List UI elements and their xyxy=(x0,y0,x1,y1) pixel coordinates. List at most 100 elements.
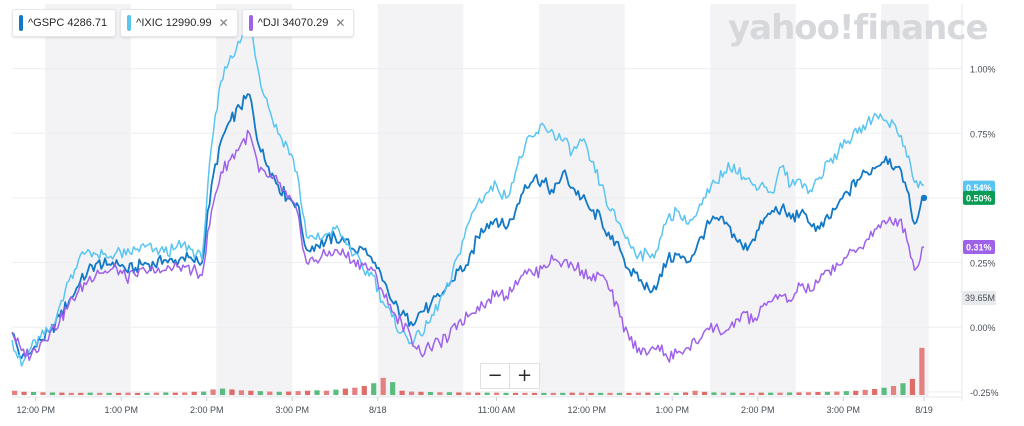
volume-bar-68 xyxy=(654,392,660,395)
volume-bar-67 xyxy=(645,392,651,395)
volume-bar-9 xyxy=(97,392,103,395)
volume-bar-24 xyxy=(238,390,245,395)
session-bands xyxy=(45,4,929,397)
legend-chip-gspc[interactable]: ^GSPC 4286.71 xyxy=(12,9,117,37)
volume-bar-69 xyxy=(664,392,670,395)
volume-bar-51 xyxy=(494,392,500,395)
end-label-0: 0.54% xyxy=(966,183,992,193)
volume-bar-80 xyxy=(768,392,774,395)
volume-bar-12 xyxy=(125,392,131,395)
volume-bar-86 xyxy=(824,391,830,395)
volume-bar-65 xyxy=(626,392,632,395)
volume-bar-34 xyxy=(333,389,339,395)
volume-bar-56 xyxy=(541,392,547,395)
x-tick-label-4: 8/18 xyxy=(369,405,387,415)
x-tick-label-0: 12:00 PM xyxy=(16,405,55,415)
volume-bar-46 xyxy=(446,392,452,395)
volume-bar-16 xyxy=(163,392,169,395)
volume-bar-32 xyxy=(314,390,320,395)
x-tick-label-10: 8/19 xyxy=(915,405,933,415)
volume-bar-40 xyxy=(390,382,396,395)
volume-bar-70 xyxy=(673,392,679,395)
volume-bar-94 xyxy=(900,383,906,395)
volume-bar-23 xyxy=(229,389,235,395)
volume-bar-61 xyxy=(588,392,594,395)
grid-lines xyxy=(12,68,962,393)
x-tick-label-5: 11:00 AM xyxy=(478,405,515,415)
volume-bar-53 xyxy=(512,392,519,395)
volume-bar-7 xyxy=(78,392,84,395)
volume-bar-64 xyxy=(616,392,623,395)
shaded-band-3 xyxy=(539,4,625,397)
volume-bars xyxy=(12,347,925,395)
legend-chip-dji[interactable]: ^DJI 34070.29 ✕ xyxy=(241,9,355,37)
volume-bar-93 xyxy=(890,385,897,395)
volume-bar-84 xyxy=(805,392,812,395)
remove-ixic-icon[interactable]: ✕ xyxy=(218,16,229,30)
volume-bar-42 xyxy=(408,391,415,395)
volume-label-bg xyxy=(962,291,996,305)
legend-label-dji: ^DJI 34070.29 xyxy=(257,17,329,29)
volume-bar-87 xyxy=(834,391,840,395)
x-tick-label-1: 1:00 PM xyxy=(104,405,138,415)
volume-bar-2 xyxy=(30,391,37,395)
legend-label-gspc: ^GSPC 4286.71 xyxy=(28,17,108,29)
x-tick-label-2: 2:00 PM xyxy=(190,405,224,415)
volume-bar-15 xyxy=(153,392,159,395)
dji-color-swatch xyxy=(248,15,253,31)
volume-bar-33 xyxy=(323,390,330,395)
shaded-band-0 xyxy=(45,4,131,397)
x-tick-label-6: 12:00 PM xyxy=(567,405,606,415)
end-value-labels: 0.54%0.50% 0.31% xyxy=(963,180,995,255)
y-tick-label-3: 0.25% xyxy=(970,259,996,269)
volume-bar-45 xyxy=(437,392,443,395)
volume-bar-74 xyxy=(711,392,717,395)
volume-bar-6 xyxy=(68,392,74,395)
volume-bar-20 xyxy=(201,391,207,395)
volume-bar-88 xyxy=(843,391,849,395)
volume-bar-63 xyxy=(607,392,613,395)
volume-bar-4 xyxy=(49,392,56,395)
volume-bar-48 xyxy=(465,392,471,395)
end-label-1: 0.50% xyxy=(966,193,992,203)
volume-bar-59 xyxy=(569,392,575,395)
volume-bar-85 xyxy=(815,391,821,395)
volume-bar-92 xyxy=(881,387,887,395)
volume-bar-18 xyxy=(182,392,188,395)
volume-bar-29 xyxy=(286,391,292,395)
zoom-controls: − + xyxy=(480,363,540,389)
volume-bar-66 xyxy=(635,392,641,395)
x-tick-label-3: 3:00 PM xyxy=(275,405,309,415)
volume-bar-95 xyxy=(909,378,916,395)
shaded-band-2 xyxy=(377,4,464,397)
volume-bar-41 xyxy=(399,390,405,395)
volume-bar-43 xyxy=(418,391,424,395)
shaded-band-1 xyxy=(216,4,293,397)
volume-label: 39.65M xyxy=(965,293,995,303)
volume-bar-96 xyxy=(919,347,925,395)
remove-dji-icon[interactable]: ✕ xyxy=(335,16,346,30)
x-tick-label-7: 1:00 PM xyxy=(655,405,689,415)
y-tick-label-1: 0.75% xyxy=(970,129,996,139)
volume-bar-54 xyxy=(522,392,528,395)
volume-bar-3 xyxy=(40,392,46,395)
volume-bar-1 xyxy=(21,391,27,395)
legend-chip-ixic[interactable]: ^IXIC 12990.99 ✕ xyxy=(120,9,238,37)
volume-bar-44 xyxy=(427,391,434,395)
zoom-in-button[interactable]: + xyxy=(510,363,540,389)
gspc-color-swatch xyxy=(19,15,23,31)
volume-bar-37 xyxy=(361,385,367,395)
x-tick-label-8: 2:00 PM xyxy=(741,405,775,415)
volume-bar-17 xyxy=(172,392,178,395)
volume-bar-49 xyxy=(475,392,481,395)
zoom-out-button[interactable]: − xyxy=(480,363,510,389)
volume-bar-81 xyxy=(777,392,783,395)
ixic-color-swatch xyxy=(127,15,132,31)
volume-bar-28 xyxy=(276,391,282,395)
volume-bar-25 xyxy=(248,390,254,395)
volume-bar-47 xyxy=(456,392,462,395)
series-line-ixic xyxy=(11,16,925,367)
volume-bar-5 xyxy=(59,392,65,395)
shaded-band-4 xyxy=(710,4,796,397)
